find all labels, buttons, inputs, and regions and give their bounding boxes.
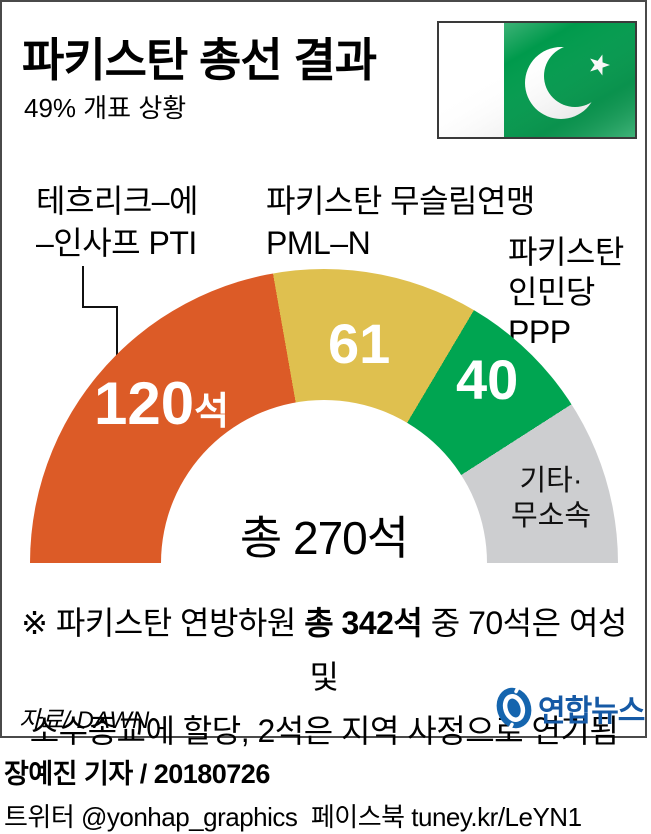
seat-label-others: 기타· 무소속 <box>486 464 616 534</box>
footnote-line1-prefix: ※ 파키스탄 연방하원 <box>21 605 305 641</box>
social-accounts: 트위터 @yonhap_graphics 페이스북 tuney.kr/LeYN1 <box>4 802 582 832</box>
yonhap-logo-text: 연합뉴스 <box>538 695 645 728</box>
seats-donut-chart <box>30 269 618 563</box>
chart-center-total: 총 270석 <box>239 512 409 564</box>
pakistan-flag <box>437 21 637 139</box>
seat-label-pti: 120 석 <box>94 374 229 434</box>
reporter-byline: 장예진 기자 / 20180726 <box>4 759 270 789</box>
callout-pti-line1: 테흐리크–에 <box>36 183 199 219</box>
page-title: 파키스탄 총선 결과 <box>22 34 377 86</box>
callout-pti: 테흐리크–에 –인사프 PTI <box>36 180 199 264</box>
yonhap-logo: 연합뉴스 <box>494 686 645 730</box>
pakistan-flag-image <box>439 23 635 137</box>
callout-pmln: 파키스탄 무슬림연맹 PML–N <box>266 180 535 264</box>
footnote-line1-suffix: 중 70석은 여성 및 <box>309 605 628 695</box>
callout-ppp-line1: 파키스탄 <box>508 234 624 270</box>
seat-label-pmln: 61 <box>328 312 391 375</box>
seat-label-ppp: 40 <box>456 348 519 411</box>
footnote-line1-bold: 총 342석 <box>304 605 423 641</box>
footnote: ※ 파키스탄 연방하원 총 342석 중 70석은 여성 및 소수종교에 할당,… <box>14 596 634 758</box>
source-credit: 자료/ DAWN <box>19 707 150 734</box>
seat-label-pti-unit: 석 <box>194 391 230 433</box>
page-subtitle: 49% 개표 상황 <box>24 93 187 123</box>
callout-ppp: 파키스탄 인민당 PPP <box>508 232 624 352</box>
callout-ppp-line2: 인민당 <box>508 274 595 310</box>
callout-pmln-line1: 파키스탄 무슬림연맹 <box>266 183 535 219</box>
seat-label-pti-number: 120 <box>94 370 195 437</box>
yonhap-globe-icon <box>496 686 532 730</box>
seat-label-others-line2: 무소속 <box>510 500 592 532</box>
callout-pmln-line2: PML–N <box>266 225 371 261</box>
seat-label-others-line1: 기타· <box>519 465 583 497</box>
callout-pti-line2: –인사프 PTI <box>36 225 197 261</box>
